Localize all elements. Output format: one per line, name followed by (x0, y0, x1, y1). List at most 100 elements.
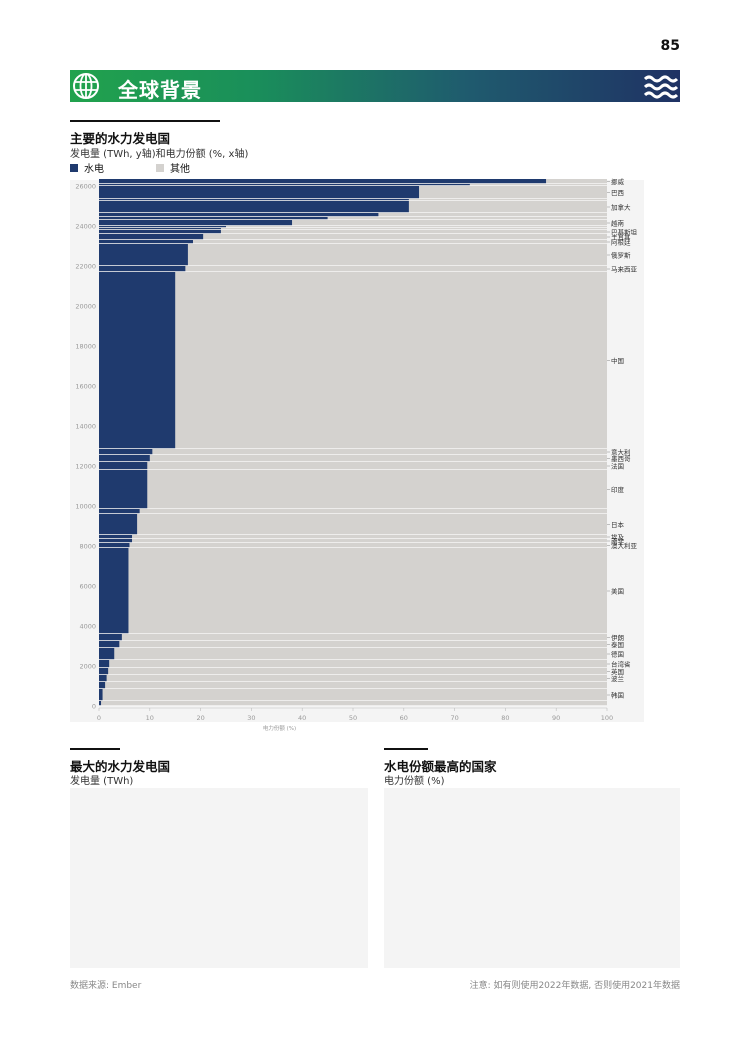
waves-icon (644, 75, 678, 99)
other-bar-segment (99, 548, 607, 634)
country-label: 美国 (611, 587, 624, 596)
country-label: 中国 (611, 356, 624, 365)
country-label: 俄罗斯 (611, 251, 631, 260)
other-bar-segment (99, 675, 607, 682)
hydro-bar-segment (99, 535, 133, 539)
country-label: 德国 (611, 650, 624, 659)
other-bar-segment (99, 648, 607, 660)
other-bar-segment (99, 226, 607, 228)
hydro-bar-segment (99, 634, 122, 641)
y-tick-label: 16000 (75, 383, 96, 391)
country-label: 墨西哥 (611, 455, 631, 463)
hydro-bar-segment (99, 266, 186, 272)
hydro-bar-segment (99, 689, 103, 701)
y-tick-label: 4000 (79, 623, 96, 631)
legend-swatch-hydro (70, 163, 78, 172)
hydro-bar-segment (99, 543, 130, 548)
hydro-bar-segment (99, 701, 102, 706)
other-bar-segment (99, 228, 607, 230)
hydro-bar-segment (99, 462, 148, 470)
hydro-bar-segment (99, 668, 109, 675)
hydro-bar-segment (99, 682, 106, 689)
hydro-bar-segment (99, 234, 204, 240)
hydro-bar-segment (99, 539, 133, 543)
left-chart-title: 最大的水力发电国 (70, 759, 171, 774)
legend-label-other: 其他 (170, 164, 190, 175)
hydro-bar-segment (99, 240, 193, 244)
other-bar-segment (99, 240, 607, 244)
right-chart-background (384, 788, 680, 968)
hydro-bar-segment (99, 641, 120, 648)
right-chart-rule (384, 748, 428, 750)
hydro-bar-segment (99, 186, 420, 199)
footer-source: 数据来源: Ember (70, 981, 142, 991)
other-bar-segment (99, 220, 607, 226)
country-label: 伊朗 (611, 633, 624, 642)
y-tick-label: 26000 (75, 183, 96, 191)
footer-note: 注意: 如有则使用2022年数据, 否则使用2021年数据 (469, 981, 680, 991)
hydro-bar-segment (99, 217, 328, 220)
main-chart-rule (70, 120, 220, 122)
x-tick-label: 40 (298, 714, 306, 722)
hydro-bar-segment (99, 455, 150, 462)
hydro-bar-segment (99, 244, 188, 266)
x-tick-label: 60 (400, 714, 408, 722)
y-tick-label: 20000 (75, 303, 96, 311)
other-bar-segment (99, 535, 607, 539)
country-label: 韩国 (611, 691, 624, 700)
hydro-bar-segment (99, 470, 148, 509)
x-tick-label: 90 (552, 714, 560, 722)
country-label: 巴基斯坦 (611, 228, 638, 237)
country-label: 加拿大 (611, 203, 631, 212)
country-label: 越南 (611, 219, 625, 228)
left-chart-subtitle: 发电量 (TWh) (70, 776, 134, 787)
other-bar-segment (99, 514, 607, 535)
page-number: 85 (660, 38, 680, 54)
country-label: 马来西亚 (611, 266, 638, 274)
legend-swatch-other (156, 163, 164, 172)
other-bar-segment (99, 266, 607, 272)
other-bar-segment (99, 689, 607, 701)
y-tick-label: 18000 (75, 343, 96, 351)
hydro-bar-segment (99, 228, 221, 230)
other-bar-segment (99, 660, 607, 668)
other-bar-segment (99, 244, 607, 266)
globe-icon (73, 73, 99, 99)
section-header-band (70, 70, 680, 102)
y-tick-label: 10000 (75, 503, 96, 511)
y-tick-label: 6000 (79, 583, 96, 591)
x-tick-label: 70 (450, 714, 458, 722)
left-chart-rule (70, 748, 120, 750)
country-label: 土耳其 (611, 233, 631, 242)
x-tick-label: 30 (247, 714, 255, 722)
other-bar-segment (99, 641, 607, 648)
x-axis-label: 电力份额 (%) (263, 724, 296, 732)
hydro-bar-segment (99, 648, 115, 660)
x-tick-label: 0 (97, 714, 101, 722)
hydro-bar-segment (99, 675, 107, 682)
hydro-bar-segment (99, 660, 110, 668)
other-bar-segment (99, 682, 607, 689)
other-bar-segment (99, 668, 607, 675)
other-bar-segment (99, 634, 607, 641)
left-chart-background (70, 788, 368, 968)
country-label: 法国 (611, 462, 624, 471)
hydro-bar-segment (99, 514, 138, 535)
country-label: 南非 (611, 537, 625, 546)
country-label: 日本 (611, 520, 625, 529)
hydro-bar-segment (99, 220, 293, 226)
other-bar-segment (99, 701, 607, 706)
y-tick-label: 22000 (75, 263, 96, 271)
other-bar-segment (99, 230, 607, 234)
main-chart-subtitle: 发电量 (TWh, y轴)和电力份额 (%, x轴) (70, 149, 249, 160)
x-tick-label: 100 (601, 714, 613, 722)
y-tick-label: 8000 (79, 543, 96, 551)
hydro-bar-segment (99, 226, 226, 228)
hydro-bar-segment (99, 199, 409, 201)
legend-label-hydro: 水电 (84, 164, 104, 175)
hydro-bar-segment (99, 201, 409, 213)
right-chart-title: 水电份额最高的国家 (384, 759, 497, 774)
x-tick-label: 50 (349, 714, 357, 722)
country-label: 意大利 (611, 448, 631, 457)
main-chart-title: 主要的水力发电国 (70, 131, 171, 146)
